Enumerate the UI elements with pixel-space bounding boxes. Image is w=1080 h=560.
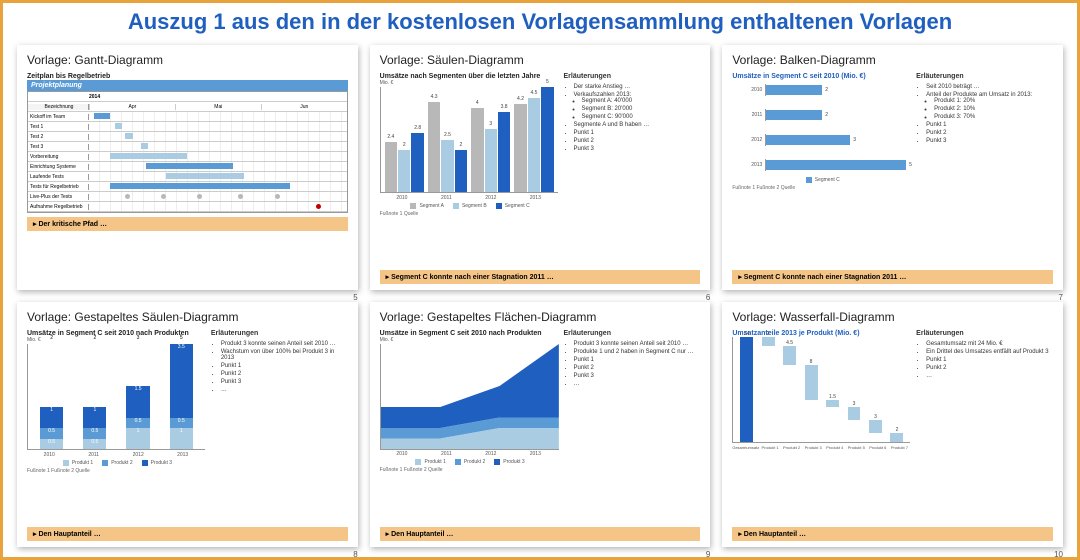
caption: Den Hauptanteil … bbox=[732, 527, 1053, 541]
footnote: Fußnote 1 Quelle bbox=[380, 211, 558, 217]
footnote: Fußnote 1 Fußnote 2 Quelle bbox=[732, 185, 910, 191]
slide-gantt: Vorlage: Gantt-Diagramm Zeitplan bis Reg… bbox=[17, 45, 358, 290]
slide-title: Vorlage: Balken-Diagramm bbox=[732, 53, 1053, 67]
waterfall-chart: 24 2 4.5 8 1.5 3 3 2 bbox=[732, 337, 910, 443]
footnote: Fußnote 1 Fußnote 2 Quelle bbox=[27, 468, 205, 474]
notes: Erläuterungen Produkt 3 konnte seinen An… bbox=[564, 330, 701, 523]
slide-hbar: Vorlage: Balken-Diagramm Umsätze in Segm… bbox=[722, 45, 1063, 290]
notes: Erläuterungen Seit 2010 beträgt …Anteil … bbox=[916, 73, 1053, 266]
slide-subtitle: Umsätze in Segment C seit 2010 nach Prod… bbox=[380, 330, 558, 337]
stacked-chart: 0.50.5120.50.51210.51.5310.53.55 bbox=[27, 344, 205, 450]
page-number: 10 bbox=[1054, 550, 1063, 559]
y-axis-label: Mio. € bbox=[380, 80, 558, 86]
slide-waterfall: Vorlage: Wasserfall-Diagramm Umsatzantei… bbox=[722, 302, 1063, 547]
legend: Produkt 1Produkt 2Produkt 3 bbox=[27, 460, 205, 466]
legend: Segment ASegment BSegment C bbox=[380, 203, 558, 209]
caption: Segment C konnte nach einer Stagnation 2… bbox=[380, 270, 701, 284]
slide-title: Vorlage: Säulen-Diagramm bbox=[380, 53, 701, 67]
slide-area: Vorlage: Gestapeltes Flächen-Diagramm Um… bbox=[370, 302, 711, 547]
legend: Segment C bbox=[732, 177, 910, 183]
page-number: 9 bbox=[706, 550, 710, 559]
page-number: 7 bbox=[1059, 293, 1063, 302]
footnote: Fußnote 1 Fußnote 2 Quelle bbox=[380, 467, 558, 473]
legend: Produkt 1Produkt 2Produkt 3 bbox=[380, 459, 558, 465]
caption: Den Hauptanteil … bbox=[27, 527, 348, 541]
gantt-chart: Projektplanung2014BezeichnungAprMaiJunKi… bbox=[27, 80, 348, 213]
slide-title: Vorlage: Gantt-Diagramm bbox=[27, 53, 348, 67]
header-title: Auszug 1 aus den in der kostenlosen Vorl… bbox=[3, 3, 1077, 39]
notes: Erläuterungen Produkt 3 konnte seinen An… bbox=[211, 330, 348, 523]
hbar-chart: 20102201122012320135 bbox=[732, 80, 910, 175]
column-chart: 2.422.84.32.52433.84.24.55 bbox=[380, 87, 558, 193]
notes: Erläuterungen Gesamtumsatz mit 24 Mio. €… bbox=[916, 330, 1053, 523]
notes: Erläuterungen Der starke Anstieg …Verkau… bbox=[564, 73, 701, 266]
slide-subtitle: Umsätze nach Segmenten über die letzten … bbox=[380, 73, 558, 80]
page-number: 6 bbox=[706, 293, 710, 302]
page-number: 8 bbox=[353, 550, 357, 559]
slide-subtitle: Umsätze in Segment C seit 2010 (Mio. €) bbox=[732, 73, 910, 80]
slide-grid: Vorlage: Gantt-Diagramm Zeitplan bis Reg… bbox=[3, 39, 1077, 557]
area-chart bbox=[380, 344, 558, 449]
caption: Der kritische Pfad … bbox=[27, 217, 348, 231]
slide-title: Vorlage: Gestapeltes Säulen-Diagramm bbox=[27, 310, 348, 324]
slide-title: Vorlage: Wasserfall-Diagramm bbox=[732, 310, 1053, 324]
slide-title: Vorlage: Gestapeltes Flächen-Diagramm bbox=[380, 310, 701, 324]
slide-columns: Vorlage: Säulen-Diagramm Umsätze nach Se… bbox=[370, 45, 711, 290]
caption: Den Hauptanteil … bbox=[380, 527, 701, 541]
y-axis-label: Mio. € bbox=[380, 337, 558, 343]
slide-stack: Vorlage: Gestapeltes Säulen-Diagramm Ums… bbox=[17, 302, 358, 547]
page-number: 5 bbox=[353, 293, 357, 302]
slide-subtitle: Zeitplan bis Regelbetrieb bbox=[27, 73, 348, 80]
caption: Segment C konnte nach einer Stagnation 2… bbox=[732, 270, 1053, 284]
